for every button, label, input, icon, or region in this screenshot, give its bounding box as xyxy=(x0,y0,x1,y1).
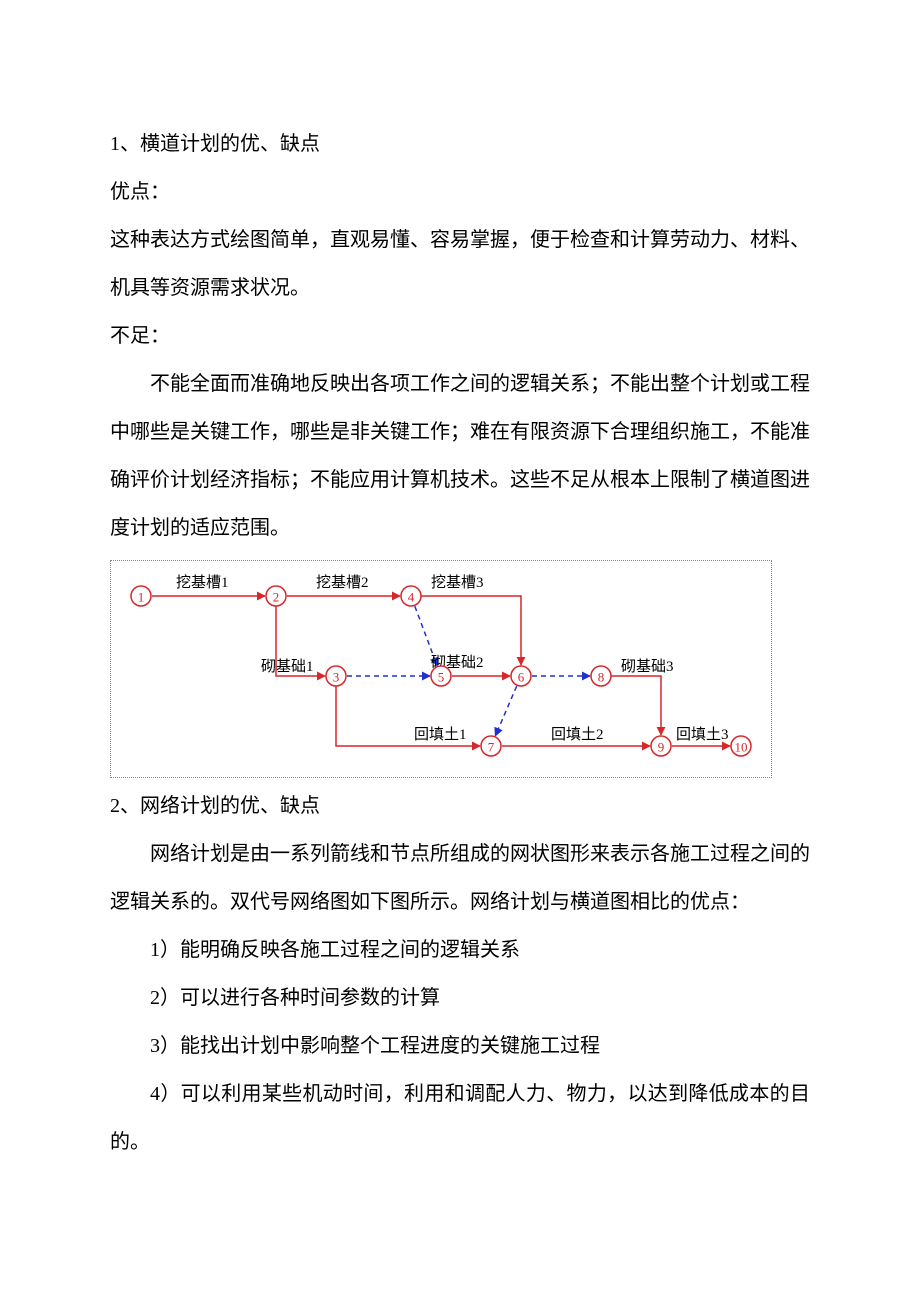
diagram-node-label: 8 xyxy=(598,670,605,685)
diagram-node-label: 3 xyxy=(333,670,340,685)
diagram-edge-label: 回填土2 xyxy=(551,726,604,743)
disadvantages-text: 不能全面而准确地反映出各项工作之间的逻辑关系；不能出整个计划或工程中哪些是关键工… xyxy=(110,360,810,552)
section2-point-4: 4）可以利用某些机动时间，利用和调配人力、物力，以达到降低成本的目的。 xyxy=(110,1070,810,1166)
advantages-text: 这种表达方式绘图简单，直观易懂、容易掌握，便于检查和计算劳动力、材料、机具等资源… xyxy=(110,216,810,312)
diagram-edge-label: 砌基础3 xyxy=(621,658,674,675)
network-diagram-svg: 挖基槽1挖基槽2挖基槽3砌基础1砌基础2砌基础3回填土1回填土2回填土31243… xyxy=(121,571,761,771)
diagram-node-label: 7 xyxy=(488,740,495,755)
document-page: 1、横道计划的优、缺点 优点： 这种表达方式绘图简单，直观易懂、容易掌握，便于检… xyxy=(0,0,920,1246)
diagram-edge-label: 回填土1 xyxy=(414,726,467,743)
diagram-node-label: 1 xyxy=(138,590,145,605)
diagram-edge xyxy=(495,686,516,736)
section2-point-3: 3）能找出计划中影响整个工程进度的关键施工过程 xyxy=(110,1022,810,1070)
diagram-node-label: 9 xyxy=(658,740,665,755)
network-diagram: 挖基槽1挖基槽2挖基槽3砌基础1砌基础2砌基础3回填土1回填土2回填土31243… xyxy=(110,560,772,778)
disadvantages-label: 不足： xyxy=(110,312,810,360)
section2-heading: 2、网络计划的优、缺点 xyxy=(110,782,810,830)
diagram-node-label: 6 xyxy=(518,670,525,685)
advantages-label: 优点： xyxy=(110,168,810,216)
diagram-node-label: 2 xyxy=(273,590,280,605)
diagram-node-label: 10 xyxy=(735,740,748,755)
section2-point-2: 2）可以进行各种时间参数的计算 xyxy=(110,974,810,1022)
diagram-node-label: 5 xyxy=(438,670,445,685)
section2-point-1: 1）能明确反映各施工过程之间的逻辑关系 xyxy=(110,926,810,974)
section2-intro: 网络计划是由一系列箭线和节点所组成的网状图形来表示各施工过程之间的逻辑关系的。双… xyxy=(110,830,810,926)
diagram-edge-label: 挖基槽1 xyxy=(176,574,229,591)
section1-heading: 1、横道计划的优、缺点 xyxy=(110,120,810,168)
diagram-edge-label: 挖基槽3 xyxy=(431,574,484,591)
diagram-edge-label: 回填土3 xyxy=(676,726,729,743)
diagram-edge-label: 砌基础1 xyxy=(261,658,314,675)
diagram-node-label: 4 xyxy=(408,590,415,605)
diagram-edge-label: 挖基槽2 xyxy=(316,574,369,591)
diagram-edge xyxy=(611,676,661,735)
